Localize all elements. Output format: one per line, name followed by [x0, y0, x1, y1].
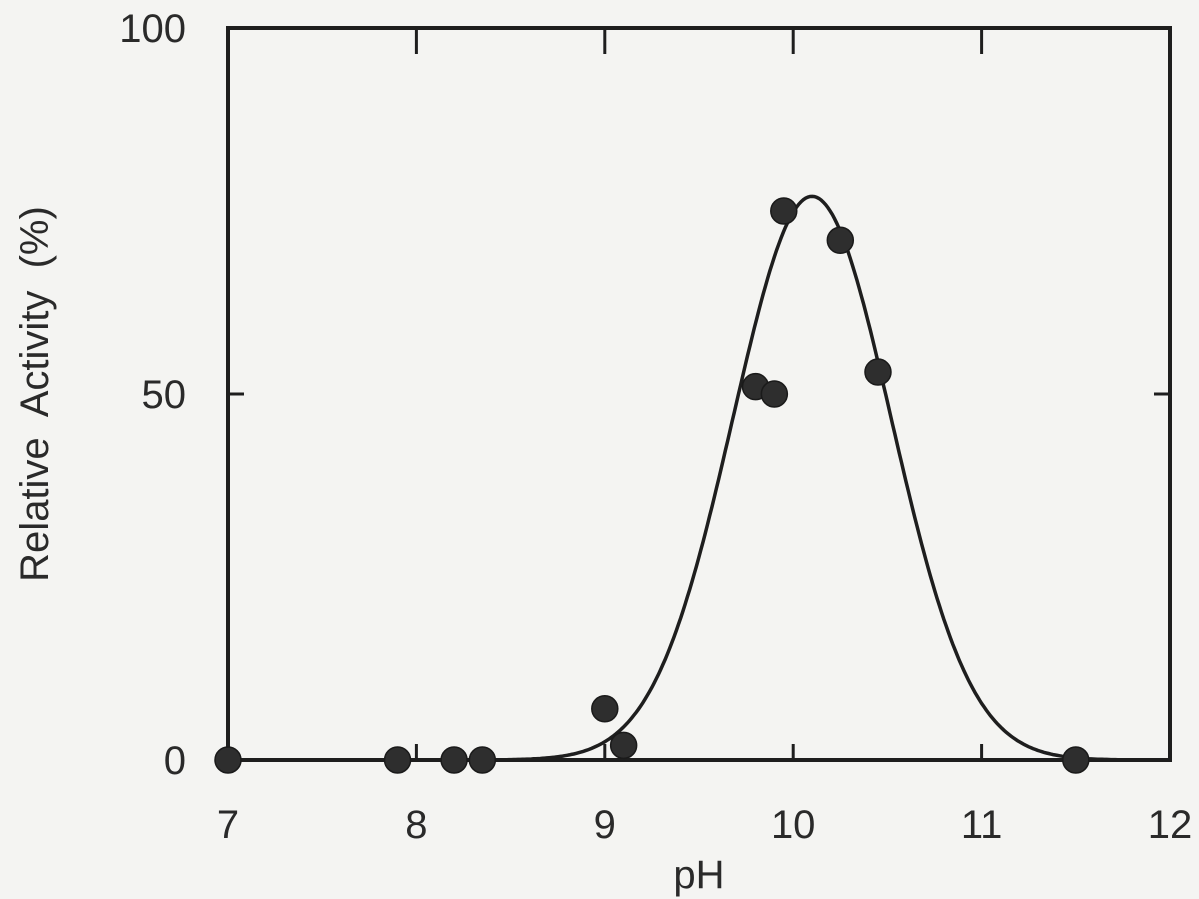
tick-labels: 7 8 9 10 11 12 0 50 100	[119, 7, 1192, 847]
y-tick-label-2: 100	[119, 7, 186, 51]
data-point-0	[214, 746, 242, 774]
y-tick-label-1: 50	[142, 373, 187, 417]
plot-frame	[226, 26, 1172, 762]
data-point-11	[1062, 746, 1090, 774]
x-axis-label: pH	[673, 853, 724, 897]
tick-marks	[228, 28, 1170, 760]
x-tick-label-1: 8	[405, 803, 427, 847]
x-tick-label-2: 9	[594, 803, 616, 847]
data-point-3	[468, 746, 497, 774]
data-point-4	[591, 695, 619, 723]
x-tick-label-4: 11	[961, 803, 1003, 847]
x-tick-label-0: 7	[217, 803, 239, 847]
data-points	[214, 197, 1090, 774]
y-tick-label-0: 0	[164, 739, 186, 783]
data-point-10	[864, 358, 892, 386]
data-point-8	[770, 197, 798, 225]
data-point-7	[760, 380, 789, 408]
data-point-1	[383, 746, 412, 774]
data-point-2	[440, 746, 468, 774]
data-point-9	[826, 226, 855, 255]
fit-curve	[228, 194, 1152, 762]
y-axis-label: Relative Activity (%)	[13, 206, 57, 582]
x-tick-label-5: 12	[1148, 803, 1193, 847]
x-tick-label-3: 10	[771, 803, 816, 847]
data-point-5	[609, 731, 638, 760]
